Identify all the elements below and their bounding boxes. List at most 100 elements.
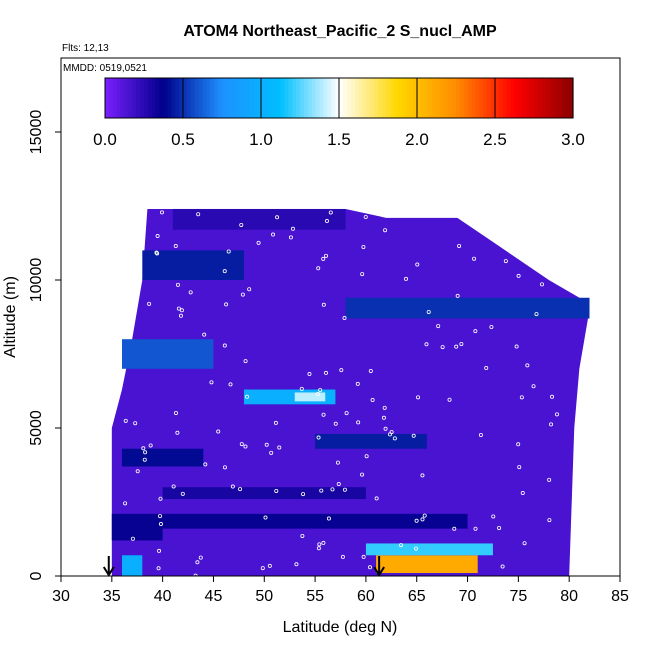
colorbar-swatch <box>307 78 313 118</box>
track-point <box>321 412 326 417</box>
colorbar-swatch <box>319 78 324 118</box>
colorbar-swatch <box>381 78 387 118</box>
track-point <box>491 514 496 519</box>
colorbar-swatch <box>327 78 332 118</box>
track-point <box>316 435 321 440</box>
track-point <box>271 232 276 237</box>
heatmap-cell <box>162 487 366 500</box>
colorbar-swatch <box>198 78 204 118</box>
colorbar-swatch <box>159 78 165 118</box>
colorbar-swatch <box>339 78 344 118</box>
track-point <box>275 215 280 220</box>
track-point <box>497 525 502 530</box>
track-point <box>158 522 163 527</box>
heatmap-cell <box>315 433 427 449</box>
x-tick-label: 80 <box>560 588 578 605</box>
track-point <box>324 370 329 375</box>
arrow-markers <box>102 556 385 577</box>
track-point <box>550 394 555 399</box>
colorbar-swatch <box>315 78 321 118</box>
track-point <box>317 542 322 547</box>
colorbar-swatch <box>385 78 391 118</box>
track-point <box>245 394 250 399</box>
track-point <box>176 306 181 311</box>
chart-title: ATOM4 Northeast_Pacific_2 S_nucl_AMP <box>183 23 497 40</box>
track-point <box>342 487 347 492</box>
track-point <box>368 368 373 373</box>
track-point <box>534 312 539 317</box>
track-point <box>316 546 321 551</box>
heatmap-cell <box>142 250 244 280</box>
colorbar-swatch <box>502 78 508 118</box>
colorbar-swatch <box>514 78 519 118</box>
track-point <box>531 384 536 389</box>
colorbar-swatch <box>163 78 168 118</box>
track-point <box>339 368 344 373</box>
track-point <box>333 421 338 426</box>
heatmap-cell <box>294 392 326 402</box>
colorbar-swatch <box>541 78 547 118</box>
colorbar-swatch <box>389 78 395 118</box>
colorbar-swatch <box>475 78 480 118</box>
track-point <box>517 465 522 470</box>
track-point <box>307 372 312 377</box>
track-point <box>239 442 244 447</box>
track-point <box>328 210 333 215</box>
colorbar-swatch <box>116 78 122 118</box>
colorbar-swatch <box>370 78 375 118</box>
colorbar-swatch <box>495 78 500 118</box>
track-point <box>143 450 148 455</box>
colorbar-swatch <box>108 78 114 118</box>
track-point <box>420 517 425 522</box>
colorbar-swatch <box>264 78 270 118</box>
track-point <box>224 302 229 307</box>
track-point <box>326 516 331 521</box>
colorbar-swatch <box>249 78 254 118</box>
heatmap-cell <box>121 339 214 369</box>
track-point <box>324 253 329 258</box>
colorbar-swatch <box>186 78 192 118</box>
colorbar-swatch <box>510 78 516 118</box>
track-point <box>273 420 278 425</box>
track-point <box>178 313 183 318</box>
colorbar-tick-label: 1.5 <box>327 130 351 149</box>
track-point <box>554 412 559 417</box>
colorbar-swatch <box>132 78 137 118</box>
colorbar-swatch <box>413 78 418 118</box>
colorbar-swatch <box>569 78 574 118</box>
track-point <box>335 460 340 465</box>
colorbar-swatch <box>436 78 441 118</box>
colorbar-swatch <box>428 78 434 118</box>
track-point <box>355 381 360 386</box>
colorbar-swatch <box>518 78 523 118</box>
colorbar-swatch <box>128 78 133 118</box>
track-point <box>318 388 323 393</box>
track-point <box>547 477 552 482</box>
colorbar-swatch <box>479 78 484 118</box>
y-tick-label: 15000 <box>28 110 45 155</box>
track-point <box>173 410 178 415</box>
colorbar-swatch <box>233 78 239 118</box>
track-point <box>392 436 397 441</box>
track-point <box>123 501 128 506</box>
colorbar-swatch <box>120 78 126 118</box>
track-point <box>367 565 372 570</box>
track-point <box>416 395 421 400</box>
colorbar-swatch <box>210 78 215 118</box>
colorbar-swatch <box>467 78 473 118</box>
colorbar-swatch <box>459 78 465 118</box>
track-point <box>363 215 368 220</box>
track-point <box>330 487 335 492</box>
x-axis-label: Latitude (deg N) <box>283 619 398 636</box>
y-axis-label: Altitude (m) <box>2 276 19 358</box>
axes: 30 35 40 45 50 55 60 65 70 75 80 85 0 5000 10000 15000 <box>28 110 629 605</box>
x-tick-label: 45 <box>205 588 223 605</box>
colorbar-swatch <box>144 78 149 118</box>
track-point <box>130 536 135 541</box>
track-point <box>230 484 235 489</box>
track-point <box>222 343 227 348</box>
colorbar-swatch <box>405 78 410 118</box>
track-point <box>301 492 306 497</box>
colorbar-swatch <box>354 78 360 118</box>
